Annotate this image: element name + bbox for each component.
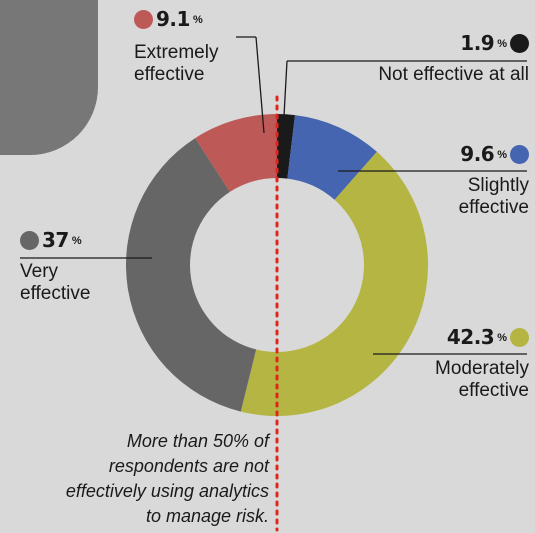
label-very-effective: 37 % Very effective [20,227,90,305]
category-label: Not effective at all [378,64,529,85]
donut-slice-slightly [287,115,377,200]
decorative-corner-shape [0,0,98,155]
annotation-note: More than 50% of respondents are not eff… [0,429,269,529]
pct-sign: % [497,38,507,50]
category-label: effective [20,283,91,304]
leader-line-extremely [255,36,265,134]
note-line: to manage risk. [145,506,269,526]
pct-value-slightly: 9.6 [460,142,495,166]
leader-line-not-effective [283,60,288,117]
donut-slices [126,114,429,417]
pct-sign: % [497,332,507,344]
note-line: respondents are not [108,456,269,476]
legend-dot-slightly [510,144,529,164]
legend-dot-moderately [510,327,529,347]
label-not-effective: 1.9 % Not effective at all [378,30,529,86]
pct-value-not-effective: 1.9 [460,31,495,55]
category-label: effective [458,380,529,401]
label-extremely-effective: 9.1 % Extremely effective [134,6,218,86]
pct-sign: % [192,14,203,26]
label-slightly-effective: 9.6 % Slightly effective [459,141,529,219]
legend-dot-extremely [134,9,153,29]
legend-dot-very [20,230,39,250]
leader-lines [20,36,527,355]
pct-sign: % [497,149,507,161]
category-label: Very [20,261,59,282]
pct-sign: % [71,235,82,247]
legend-dot-not-effective [510,33,529,53]
pct-value-extremely: 9.1 [156,7,190,31]
category-label: effective [458,197,529,218]
category-label: Slightly [467,175,529,196]
donut-slice-extremely [195,114,277,192]
donut-slice-not-effective [277,114,296,179]
label-moderately-effective: 42.3 % Moderately effective [435,324,529,402]
pct-value-moderately: 42.3 [446,325,495,349]
category-label: effective [134,64,205,85]
donut-slice-very [126,138,257,412]
note-line: effectively using analytics [65,481,269,501]
pct-value-very: 37 [42,228,69,252]
note-line: More than 50% of [126,431,269,451]
donut-slice-moderately [240,151,429,417]
category-label: Moderately [435,358,529,379]
category-label: Extremely [134,42,219,63]
